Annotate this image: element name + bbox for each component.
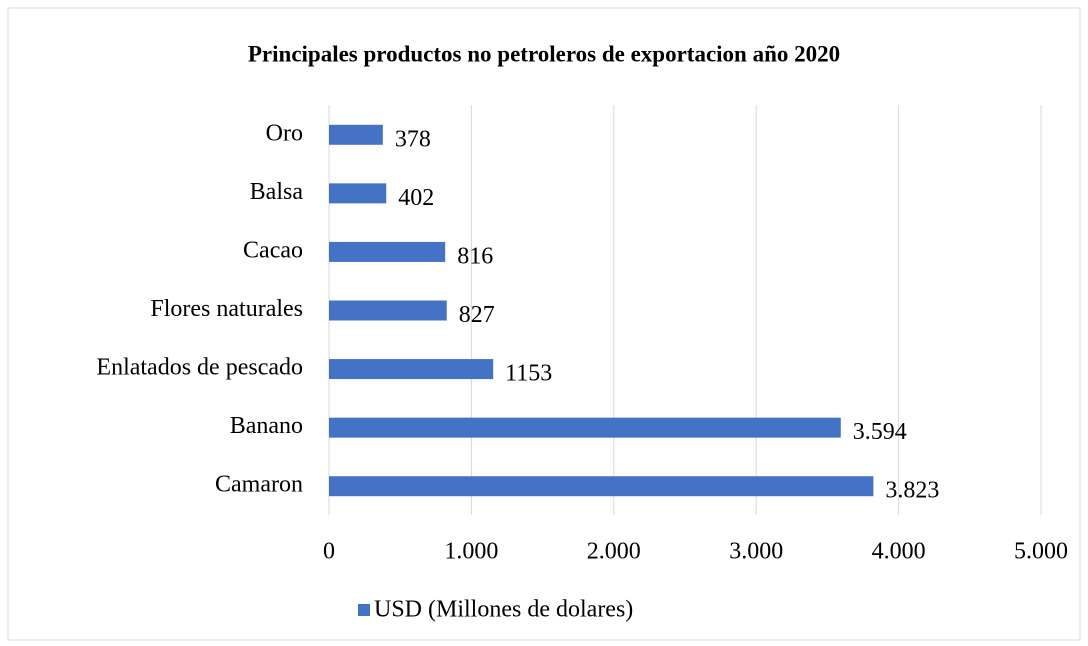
bar xyxy=(329,183,387,204)
y-tick-label: Enlatados de pescado xyxy=(96,355,303,381)
y-tick-label: Balsa xyxy=(250,179,304,205)
data-label: 1153 xyxy=(505,361,552,387)
x-tick-label: 3.000 xyxy=(729,539,783,565)
chart-title: Principales productos no petroleros de e… xyxy=(248,41,840,66)
data-label: 402 xyxy=(398,185,434,211)
y-tick-label: Cacao xyxy=(243,237,303,263)
legend-swatch xyxy=(358,604,370,616)
x-tick-label: 5.000 xyxy=(1014,539,1068,565)
bar xyxy=(329,300,447,321)
chart-frame xyxy=(7,7,1081,641)
bar xyxy=(329,476,874,497)
data-label: 827 xyxy=(459,302,495,328)
data-label: 3.823 xyxy=(885,478,939,504)
y-tick-label: Oro xyxy=(266,120,303,146)
x-tick-label: 4.000 xyxy=(872,539,926,565)
bar xyxy=(329,124,383,145)
data-label: 378 xyxy=(395,126,431,152)
x-tick-label: 0 xyxy=(323,539,335,565)
legend-label: USD (Millones de dolares) xyxy=(374,597,633,623)
x-tick-label: 1.000 xyxy=(444,539,498,565)
y-tick-label: Flores naturales xyxy=(150,296,303,322)
bar xyxy=(329,241,446,262)
data-label: 3.594 xyxy=(853,419,907,445)
y-tick-label: Camaron xyxy=(215,472,303,498)
bar xyxy=(329,417,841,438)
x-tick-label: 2.000 xyxy=(587,539,641,565)
bar xyxy=(329,359,494,380)
y-tick-label: Banano xyxy=(230,413,303,439)
data-label: 816 xyxy=(457,243,493,269)
